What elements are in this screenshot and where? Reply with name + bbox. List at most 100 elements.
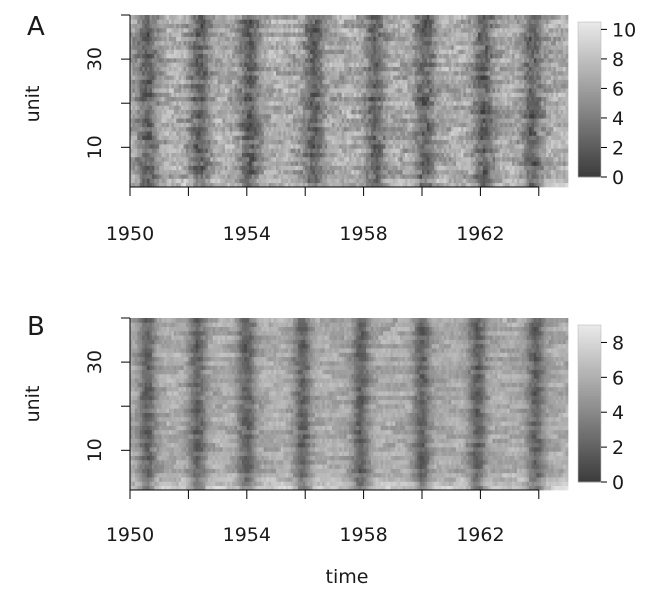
heatmap-cell [217,66,221,72]
heatmap-cell [188,96,192,102]
heatmap-cell [512,144,515,149]
heatmap-cell [227,75,231,80]
heatmap-cell [400,174,403,179]
heatmap-cell [331,109,335,115]
heatmap-cell [436,66,440,72]
heatmap-cell [563,148,566,153]
heatmap-cell [529,139,532,145]
heatmap-cell [378,148,381,153]
heatmap-cell [300,182,304,188]
heatmap-cell [193,101,197,106]
heatmap-cell [370,122,374,128]
heatmap-cell [473,161,476,166]
heatmap-cell [220,161,223,166]
heatmap-cell [195,156,199,162]
heatmap-cell [168,165,172,171]
heatmap-cell [492,131,496,136]
heatmap-cell [560,144,564,149]
heatmap-cell [550,79,554,85]
heatmap-cell [151,66,155,72]
heatmap-cell [256,96,260,102]
heatmap-cell [215,169,218,175]
heatmap-cell [460,118,464,123]
heatmap-cell [456,148,459,153]
heatmap-cell [380,113,384,119]
heatmap-cell [327,96,330,102]
heatmap-cell [358,126,362,132]
heatmap-cell [497,165,501,171]
heatmap-cell [422,148,425,153]
heatmap-cell [426,144,430,149]
heatmap-cell [468,178,472,184]
heatmap-cell [134,131,138,136]
heatmap-cell [351,92,355,98]
heatmap-cell [137,152,141,158]
heatmap-cell [324,148,328,153]
heatmap-cell [378,182,381,188]
heatmap-cell [168,135,172,141]
heatmap-cell [276,144,279,149]
heatmap-cell [137,148,141,153]
heatmap-cell [222,174,226,179]
heatmap-cell [434,92,437,98]
heatmap-cell [458,161,462,166]
heatmap-cell [451,152,454,158]
heatmap-cell [268,148,272,153]
heatmap-cell [263,92,267,98]
heatmap-cell [541,144,545,149]
heatmap-cell [543,178,547,184]
heatmap-cell [178,109,182,115]
heatmap-cell [166,88,170,93]
heatmap-cell [414,122,418,128]
heatmap-cell [485,139,489,145]
heatmap-cell [451,144,454,149]
heatmap-cell [336,156,340,162]
heatmap-cell [456,79,459,85]
heatmap-cell [480,83,484,89]
heatmap-cell [526,92,530,98]
heatmap-cell [358,75,362,80]
heatmap-cell [203,135,206,141]
heatmap-cell [392,169,396,175]
heatmap-cell [142,109,145,115]
heatmap-cell [397,152,401,158]
heatmap-cell [271,122,274,128]
heatmap-cell [144,165,148,171]
heatmap-cell [188,105,192,110]
heatmap-cell [516,113,520,119]
heatmap-cell [205,182,209,188]
heatmap-cell [451,122,454,128]
heatmap-cell [380,156,384,162]
heatmap-cell [482,70,486,76]
heatmap-cell [181,148,184,153]
heatmap-cell [351,96,355,102]
heatmap-cell [407,66,411,72]
heatmap-cell [193,156,197,162]
heatmap-cell [241,178,245,184]
heatmap-cell [409,152,413,158]
heatmap-cell [380,83,384,89]
heatmap-cell [460,88,464,93]
heatmap-cell [550,109,554,115]
heatmap-cell [392,182,396,188]
heatmap-cell [232,113,235,119]
heatmap-cell [297,156,301,162]
heatmap-cell [317,75,321,80]
heatmap-cell [468,139,472,145]
heatmap-cell [358,156,362,162]
heatmap-cell [185,96,189,102]
heatmap-cell [344,131,347,136]
heatmap-cell [497,113,501,119]
heatmap-cell [495,139,498,145]
heatmap-cell [261,79,265,85]
heatmap-cell [395,174,399,179]
heatmap-cell [429,165,433,171]
heatmap-cell [193,178,197,184]
heatmap-cell [336,122,340,128]
heatmap-cell [512,83,515,89]
heatmap-cell [402,178,406,184]
heatmap-cell [487,152,491,158]
heatmap-cell [195,75,199,80]
heatmap-cell [417,113,420,119]
heatmap-cell [190,88,194,93]
